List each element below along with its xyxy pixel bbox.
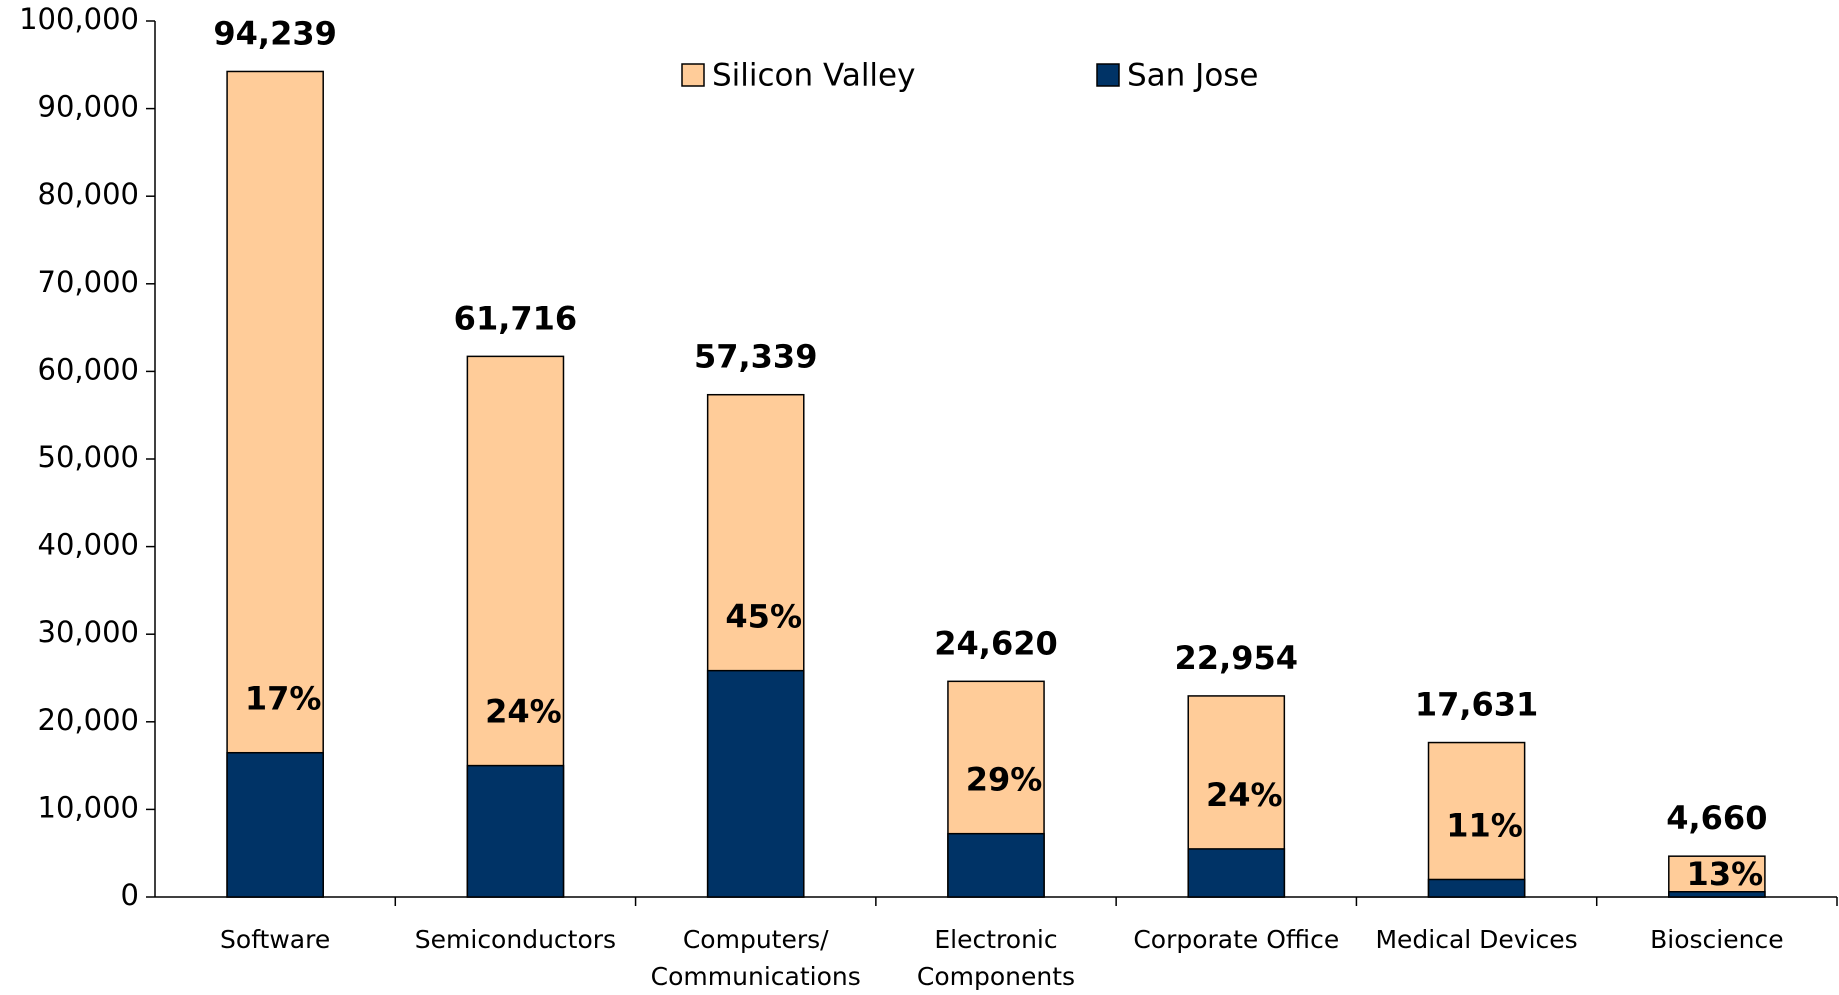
bar <box>1427 878 1526 898</box>
y-tick-label: 70,000 <box>38 265 139 299</box>
legend-swatch <box>1096 63 1120 87</box>
y-tick-label: 50,000 <box>38 440 139 474</box>
y-tick-label: 80,000 <box>38 177 139 211</box>
y-tick-label: 100,000 <box>19 2 139 36</box>
x-tick-label: Electronic <box>934 925 1057 954</box>
y-tick-label: 0 <box>121 878 139 912</box>
y-tick-label: 30,000 <box>38 615 139 649</box>
legend-swatch <box>681 63 705 87</box>
bar <box>1668 890 1766 898</box>
x-tick-label: Computers/ <box>683 925 829 954</box>
value-label: 4,660 <box>1666 799 1767 837</box>
bar <box>706 669 805 898</box>
value-label: 22,954 <box>1175 639 1298 677</box>
bar <box>226 751 324 898</box>
bar <box>1668 855 1766 898</box>
x-tick-label: Corporate Office <box>1133 925 1339 954</box>
share-label: 24% <box>1206 776 1283 814</box>
value-label: 57,339 <box>694 338 817 376</box>
bar <box>1187 848 1286 898</box>
value-label: 94,239 <box>213 14 336 52</box>
y-tick-label: 40,000 <box>38 528 139 562</box>
share-label: 17% <box>245 680 322 718</box>
x-tick-label: Software <box>220 925 330 954</box>
share-label: 11% <box>1446 806 1523 844</box>
value-label: 24,620 <box>934 624 1057 662</box>
share-label: 29% <box>966 761 1043 799</box>
y-tick-label: 10,000 <box>38 790 139 824</box>
x-tick-label: Medical Devices <box>1375 925 1577 954</box>
y-tick-label: 90,000 <box>38 90 139 124</box>
y-tick-label: 20,000 <box>38 703 139 737</box>
x-tick-label: Communications <box>651 962 861 991</box>
legend-label: San Jose <box>1127 58 1259 94</box>
share-label: 45% <box>725 598 802 636</box>
share-label: 13% <box>1687 855 1764 893</box>
bar <box>947 832 1045 898</box>
x-tick-label: Components <box>917 962 1075 991</box>
bar <box>466 764 565 898</box>
legend-label: Silicon Valley <box>712 58 915 94</box>
x-tick-label: Bioscience <box>1650 925 1783 954</box>
share-label: 24% <box>485 693 562 731</box>
value-label: 17,631 <box>1415 686 1538 724</box>
y-tick-label: 60,000 <box>38 352 139 386</box>
x-tick-label: Semiconductors <box>415 925 616 954</box>
value-label: 61,716 <box>454 299 577 337</box>
